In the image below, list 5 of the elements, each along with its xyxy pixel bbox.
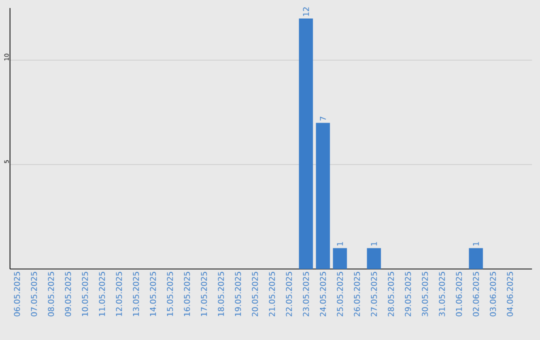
- bar: [332, 248, 347, 269]
- bar: [316, 122, 330, 269]
- bar: [298, 18, 313, 269]
- bar: [366, 248, 381, 269]
- bar: [468, 248, 483, 269]
